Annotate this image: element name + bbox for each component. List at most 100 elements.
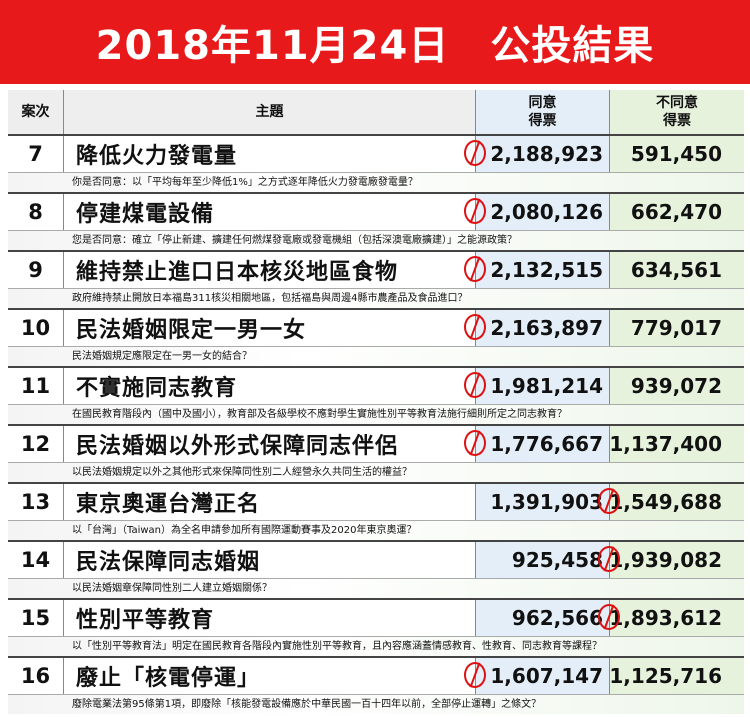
row-main: 15 性別平等教育 962,566 1,893,612 — [8, 598, 744, 636]
table-row: 8 停建煤電設備 2,080,126 662,470 您是否同意：確立「停止新建、擴建任… — [8, 192, 744, 250]
row-main: 8 停建煤電設備 2,080,126 662,470 — [8, 192, 744, 230]
table-row: 12 民法婚姻以外形式保障同志伴侶 1,776,667 1,137,400 以民法婚姻規… — [8, 424, 744, 482]
disagree-votes-text: 1,893,612 — [609, 606, 722, 630]
row-main: 9 維持禁止進口日本核災地區食物 2,132,515 634,561 — [8, 250, 744, 288]
case-title-text: 性別平等教育 — [76, 608, 215, 633]
agree-votes-text: 2,188,923 — [490, 142, 603, 166]
vote-stamp-icon — [598, 546, 620, 572]
case-question: 以民法婚姻章保障同性別二人建立婚姻關係？ — [8, 578, 744, 598]
header-agree: 同意 得票 — [476, 90, 610, 134]
vote-stamp-icon — [464, 430, 486, 456]
agree-votes-text: 962,566 — [511, 606, 603, 630]
case-title: 民法婚姻限定一男一女 — [64, 310, 476, 346]
agree-votes-text: 1,981,214 — [490, 374, 603, 398]
case-number: 8 — [8, 194, 64, 230]
header-disagree: 不同意 得票 — [610, 90, 744, 134]
case-title-text: 降低火力發電量 — [76, 144, 238, 169]
agree-votes-text: 2,163,897 — [490, 316, 603, 340]
agree-votes: 2,163,897 — [464, 310, 610, 346]
agree-votes-text: 1,607,147 — [490, 664, 603, 688]
table-row: 11 不實施同志教育 1,981,214 939,072 在國民教育階段內（國中及國小）… — [8, 366, 744, 424]
row-main: 11 不實施同志教育 1,981,214 939,072 — [8, 366, 744, 404]
case-question: 以民法婚姻規定以外之其他形式來保障同性別二人經營永久共同生活的權益？ — [8, 462, 744, 482]
vote-stamp-icon — [464, 314, 486, 340]
case-title: 民法保障同志婚姻 — [64, 542, 476, 578]
agree-votes: 2,188,923 — [464, 136, 610, 172]
vote-stamp-icon — [598, 488, 620, 514]
agree-votes: 2,080,126 — [464, 194, 610, 230]
vote-stamp-icon — [464, 662, 486, 688]
row-main: 16 廢止「核電停運」 1,607,147 1,125,716 — [8, 656, 744, 694]
case-question: 在國民教育階段內（國中及國小），教育部及各級學校不應對學生實施性別平等教育法施行… — [8, 404, 744, 424]
case-number-text: 10 — [20, 316, 51, 340]
table-row: 16 廢止「核電停運」 1,607,147 1,125,716 廢除電業法第95條第1項… — [8, 656, 744, 714]
vote-stamp-icon — [464, 372, 486, 398]
case-title: 民法婚姻以外形式保障同志伴侶 — [64, 426, 476, 462]
agree-votes-text: 2,132,515 — [490, 258, 603, 282]
vote-stamp-icon — [464, 198, 486, 224]
case-title-text: 維持禁止進口日本核災地區食物 — [76, 260, 399, 285]
agree-votes: 925,458 — [476, 542, 610, 578]
case-number: 16 — [8, 658, 64, 694]
disagree-votes-text: 662,470 — [630, 200, 722, 224]
case-number-text: 12 — [20, 432, 51, 456]
case-title: 東京奧運台灣正名 — [64, 484, 476, 520]
table-row: 10 民法婚姻限定一男一女 2,163,897 779,017 民法婚姻規定應限定在一男… — [8, 308, 744, 366]
case-number-text: 9 — [28, 258, 43, 282]
agree-votes: 1,981,214 — [464, 368, 610, 404]
row-main: 13 東京奧運台灣正名 1,391,903 1,549,688 — [8, 482, 744, 520]
disagree-votes: 1,137,400 — [609, 426, 744, 462]
table-row: 15 性別平等教育 962,566 1,893,612 以「性別平等教育法」明定在國民教… — [8, 598, 744, 656]
agree-votes-text: 2,080,126 — [490, 200, 603, 224]
case-title-text: 停建煤電設備 — [76, 202, 215, 227]
case-number: 11 — [8, 368, 64, 404]
header-title: 主題 — [64, 90, 476, 134]
case-number: 13 — [8, 484, 64, 520]
case-title: 不實施同志教育 — [64, 368, 476, 404]
agree-votes: 2,132,515 — [464, 252, 610, 288]
case-title-text: 民法婚姻以外形式保障同志伴侶 — [76, 434, 399, 459]
disagree-votes-text: 634,561 — [630, 258, 722, 282]
disagree-votes: 1,893,612 — [598, 600, 744, 636]
disagree-votes-text: 1,549,688 — [609, 490, 722, 514]
disagree-votes: 939,072 — [610, 368, 744, 404]
case-number: 14 — [8, 542, 64, 578]
disagree-votes-text: 1,125,716 — [609, 664, 722, 688]
agree-votes-text: 1,391,903 — [490, 490, 603, 514]
agree-votes: 1,607,147 — [464, 658, 610, 694]
case-title-text: 東京奧運台灣正名 — [76, 492, 261, 517]
disagree-votes: 779,017 — [610, 310, 744, 346]
disagree-votes: 662,470 — [610, 194, 744, 230]
disagree-votes: 591,450 — [610, 136, 744, 172]
case-number-text: 16 — [20, 664, 51, 688]
agree-votes: 1,776,667 — [464, 426, 610, 462]
case-title: 廢止「核電停運」 — [64, 658, 476, 694]
case-number-text: 7 — [28, 142, 43, 166]
case-number: 9 — [8, 252, 64, 288]
case-number-text: 14 — [20, 548, 51, 572]
agree-votes: 962,566 — [476, 600, 610, 636]
table-row: 9 維持禁止進口日本核災地區食物 2,132,515 634,561 政府維持禁止開放日… — [8, 250, 744, 308]
case-number: 15 — [8, 600, 64, 636]
case-title-text: 民法婚姻限定一男一女 — [76, 318, 307, 343]
case-title: 降低火力發電量 — [64, 136, 476, 172]
case-question: 以「台灣」（Taiwan）為全名申請參加所有國際運動賽事及2020年東京奧運？ — [8, 520, 744, 540]
page-title-banner: 2018年11月24日 公投結果 — [0, 0, 750, 84]
case-title-text: 民法保障同志婚姻 — [76, 550, 261, 575]
header-num: 案次 — [8, 90, 64, 134]
case-question: 以「性別平等教育法」明定在國民教育各階段內實施性別平等教育，且內容應涵蓋情感教育… — [8, 636, 744, 656]
case-number: 7 — [8, 136, 64, 172]
agree-votes-text: 1,776,667 — [490, 432, 603, 456]
disagree-votes: 1,125,716 — [609, 658, 744, 694]
case-question: 你是否同意：以「平均每年至少降低1%」之方式逐年降低火力發電廠發電量？ — [8, 172, 744, 192]
case-title: 維持禁止進口日本核災地區食物 — [64, 252, 476, 288]
disagree-votes-text: 591,450 — [630, 142, 722, 166]
case-title: 性別平等教育 — [64, 600, 476, 636]
case-number-text: 15 — [20, 606, 51, 630]
disagree-votes-text: 779,017 — [630, 316, 722, 340]
results-table: 案次 主題 同意 得票 不同意 得票 7 降低火力發電量 2,188,923 591,… — [8, 90, 744, 714]
case-title-text: 廢止「核電停運」 — [76, 666, 261, 691]
disagree-votes-text: 1,137,400 — [609, 432, 722, 456]
disagree-votes-text: 939,072 — [630, 374, 722, 398]
case-title: 停建煤電設備 — [64, 194, 476, 230]
